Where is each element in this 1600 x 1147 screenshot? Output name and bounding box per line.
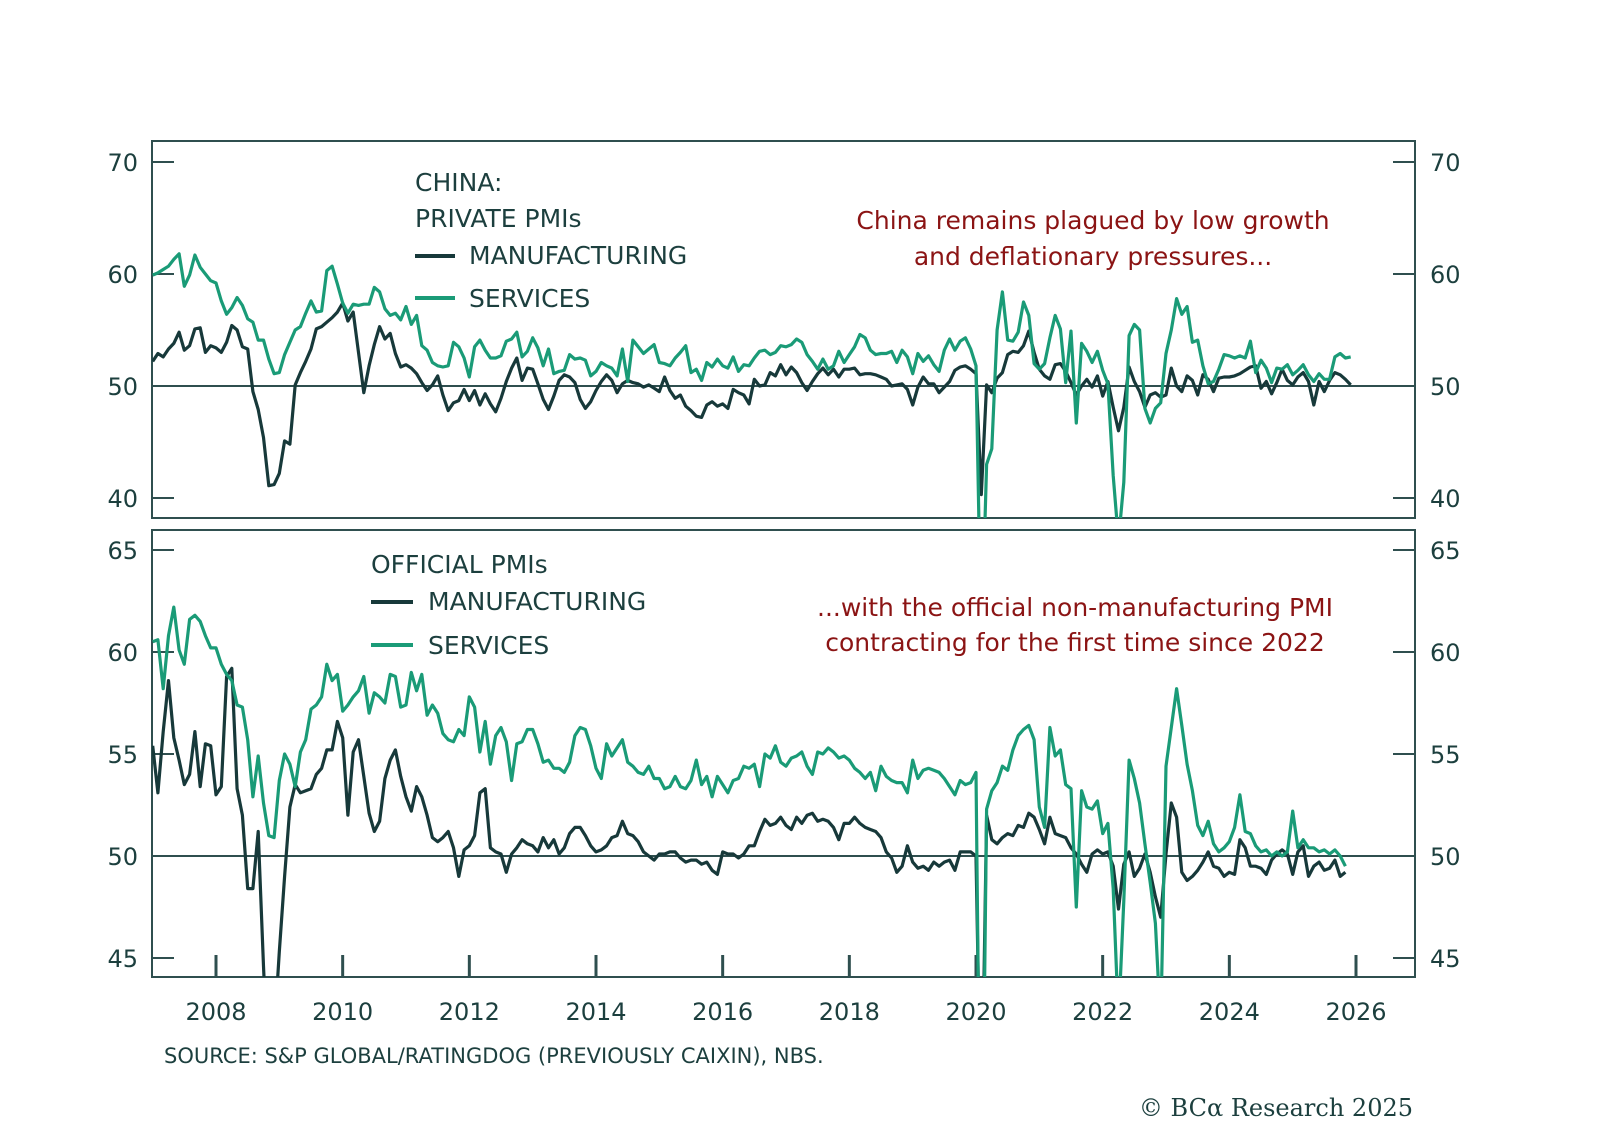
top-legend-manufacturing-label: MANUFACTURING	[469, 241, 687, 270]
bottom-y-tick-label-right: 50	[1430, 843, 1461, 871]
bottom-legend-manufacturing-label: MANUFACTURING	[428, 587, 646, 616]
top-y-tick-label-right: 60	[1430, 261, 1461, 289]
x-tick-label: 2016	[692, 998, 753, 1026]
source-note: SOURCE: S&P GLOBAL/RATINGDOG (PREVIOUSLY…	[164, 1044, 824, 1068]
bottom-series-services	[152, 605, 1347, 977]
bottom-annotation-line-2: contracting for the first time since 202…	[825, 628, 1324, 657]
x-tick-label: 2008	[185, 998, 246, 1026]
x-tick-label: 2024	[1199, 998, 1260, 1026]
bottom-legend-services-label: SERVICES	[428, 631, 549, 660]
x-tick-label: 2020	[945, 998, 1006, 1026]
bottom-y-tick-label-left: 60	[107, 639, 138, 667]
bottom-y-tick-label-right: 60	[1430, 639, 1461, 667]
top-series-services	[152, 252, 1352, 518]
top-y-tick-label-right: 50	[1430, 373, 1461, 401]
bottom-y-tick-label-left: 45	[107, 945, 138, 973]
top-series-manufacturing	[152, 301, 1352, 497]
top-y-tick-label-left: 70	[107, 149, 138, 177]
official-pmi-panel: 45 45 50 50 55 55 60 60 65 65 2008 2010 2012 2014 201…	[107, 529, 1461, 1026]
x-tick-label: 2010	[312, 998, 373, 1026]
private-pmi-panel: 40 40 50 50 60 60 70 70 CHINA: PRIVATE PMIs MAN…	[107, 140, 1461, 519]
bottom-y-tick-label-left: 65	[107, 537, 138, 565]
bottom-panel-title: OFFICIAL PMIs	[371, 550, 548, 579]
top-y-axis: 40 40 50 50 60 60 70 70	[107, 149, 1460, 513]
top-legend-services-label: SERVICES	[469, 284, 590, 313]
bottom-series-manufacturing	[152, 666, 1347, 977]
x-tick-label: 2018	[819, 998, 880, 1026]
bottom-y-tick-label-left: 50	[107, 843, 138, 871]
top-annotation-line-1: China remains plagued by low growth	[856, 206, 1329, 235]
top-series-group	[152, 252, 1352, 518]
x-tick-label: 2012	[439, 998, 500, 1026]
top-panel-title-line-2: PRIVATE PMIs	[415, 204, 582, 233]
top-panel-title-line-1: CHINA:	[415, 168, 502, 197]
bottom-y-tick-label-right: 45	[1430, 945, 1461, 973]
copyright-note: © BCα Research 2025	[1139, 1094, 1413, 1122]
bottom-annotation-line-1: ...with the official non-manufacturing P…	[817, 593, 1333, 622]
x-tick-label: 2026	[1325, 998, 1386, 1026]
top-y-tick-label-left: 60	[107, 261, 138, 289]
top-panel-frame	[151, 140, 1416, 519]
top-y-tick-label-right: 70	[1430, 149, 1461, 177]
top-y-tick-label-left: 50	[107, 373, 138, 401]
x-tick-label: 2014	[565, 998, 626, 1026]
bottom-y-tick-label-left: 55	[107, 741, 138, 769]
x-tick-label: 2022	[1072, 998, 1133, 1026]
bottom-y-tick-label-right: 65	[1430, 537, 1461, 565]
x-axis: 2008 2010 2012 2014 2016 2018 2020 2022 2024 2026	[185, 955, 1387, 1026]
bottom-series-group	[152, 605, 1347, 977]
top-annotation-line-2: and deflationary pressures...	[914, 242, 1272, 271]
top-y-tick-label-left: 40	[107, 485, 138, 513]
top-y-tick-label-right: 40	[1430, 485, 1461, 513]
bottom-y-tick-label-right: 55	[1430, 741, 1461, 769]
